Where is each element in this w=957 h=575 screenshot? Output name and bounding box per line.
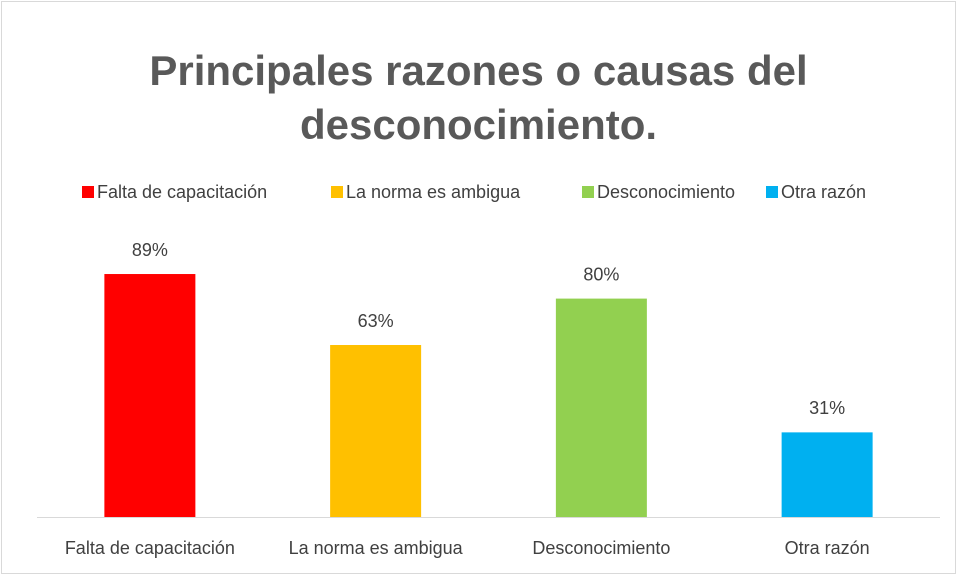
legend-swatch: [582, 186, 594, 198]
legend-label: Falta de capacitación: [97, 182, 267, 202]
chart-title: Principales razones o causas del descono…: [149, 47, 808, 148]
x-tick-label: Desconocimiento: [532, 538, 670, 558]
x-tick-label: Otra razón: [785, 538, 870, 558]
x-tick-label: Falta de capacitación: [65, 538, 235, 558]
legend-swatch: [766, 186, 778, 198]
legend-label: Otra razón: [781, 182, 866, 202]
legend-label: Desconocimiento: [597, 182, 735, 202]
bar: [781, 432, 873, 517]
legend-swatch: [82, 186, 94, 198]
bar: [555, 298, 647, 517]
value-label: 31%: [809, 398, 845, 418]
x-tick-label: La norma es ambigua: [289, 538, 464, 558]
bar: [330, 345, 422, 517]
value-label: 63%: [358, 311, 394, 331]
bar: [104, 274, 196, 517]
value-label: 89%: [132, 240, 168, 260]
legend-label: La norma es ambigua: [346, 182, 521, 202]
value-label: 80%: [583, 264, 619, 284]
legend-swatch: [331, 186, 343, 198]
